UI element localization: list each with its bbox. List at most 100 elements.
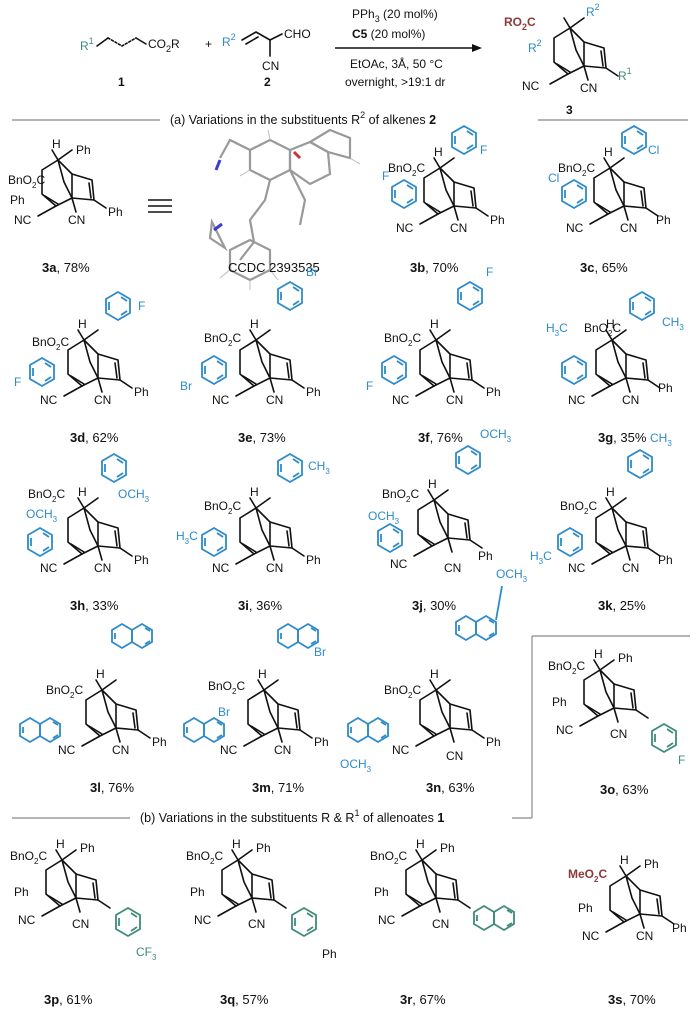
- svg-text:BnO2C: BnO2C: [384, 683, 421, 700]
- svg-text:CN: CN: [636, 929, 653, 943]
- svg-text:H: H: [250, 485, 259, 499]
- svg-text:Ph: Ph: [256, 841, 271, 855]
- svg-text:Ph: Ph: [656, 213, 671, 227]
- svg-text:BnO2C: BnO2C: [204, 331, 241, 348]
- svg-text:H: H: [606, 317, 615, 331]
- crystal-structure-image: [208, 128, 361, 290]
- svg-text:Ph: Ph: [322, 947, 337, 961]
- svg-text:CN: CN: [266, 393, 283, 407]
- reaction-conditions: PPh3 (20 mol%) C5 (20 mol%) EtOAc, 3Å, 5…: [335, 7, 482, 89]
- compound-3e: Br Br BnO2C H NC CN Ph: [180, 265, 321, 407]
- svg-text:Ph: Ph: [486, 385, 501, 399]
- svg-text:F: F: [138, 299, 145, 313]
- svg-text:CN: CN: [432, 917, 449, 931]
- svg-text:F: F: [382, 169, 389, 183]
- caption-3r: 3r, 67%: [400, 992, 446, 1007]
- svg-text:Ph: Ph: [10, 193, 25, 207]
- svg-text:H: H: [232, 837, 241, 851]
- caption-3k: 3k, 25%: [598, 598, 646, 613]
- svg-text:BnO2C: BnO2C: [204, 499, 241, 516]
- svg-text:CH3: CH3: [308, 459, 330, 476]
- svg-text:overnight, >19:1 dr: overnight, >19:1 dr: [345, 75, 445, 89]
- svg-text:BnO2C: BnO2C: [388, 161, 425, 178]
- svg-text:F: F: [366, 379, 373, 393]
- svg-text:H: H: [250, 317, 259, 331]
- svg-text:OCH3: OCH3: [480, 427, 512, 444]
- svg-text:NC: NC: [582, 929, 600, 943]
- svg-text:CN: CN: [622, 561, 639, 575]
- compound-3p: CF3 BnO2C Ph H Ph NC CN: [10, 837, 157, 962]
- svg-text:CO2R: CO2R: [148, 37, 180, 54]
- svg-text:MeO2C: MeO2C: [568, 867, 607, 884]
- svg-text:H3C: H3C: [546, 321, 568, 338]
- svg-text:NC: NC: [568, 393, 586, 407]
- compound-3q: Ph BnO2C Ph H Ph NC CN: [186, 837, 337, 961]
- svg-text:F: F: [678, 753, 685, 767]
- svg-text:Br: Br: [314, 645, 326, 659]
- reaction-scheme: R1 CO2R 1 + R2 CHO CN 2 PPh3 (20 mol%) C…: [80, 2, 632, 117]
- svg-text:(a) Variations in the substitu: (a) Variations in the substituents R2 of…: [170, 110, 436, 127]
- svg-text:CF3: CF3: [136, 945, 157, 962]
- svg-text:CN: CN: [274, 743, 291, 757]
- svg-text:H: H: [606, 485, 615, 499]
- svg-text:H: H: [430, 317, 439, 331]
- compound-3k: CH3 H3C BnO2C H NC CN Ph: [530, 431, 673, 575]
- svg-text:Ph: Ph: [14, 885, 29, 899]
- svg-text:Ph: Ph: [374, 885, 389, 899]
- svg-text:BnO2C: BnO2C: [208, 679, 245, 696]
- svg-text:H: H: [52, 137, 61, 151]
- svg-text:BnO2C: BnO2C: [560, 499, 597, 516]
- svg-text:BnO2C: BnO2C: [384, 331, 421, 348]
- svg-text:NC: NC: [194, 913, 212, 927]
- caption-3e: 3e, 73%: [238, 430, 286, 445]
- svg-text:Ph: Ph: [306, 385, 321, 399]
- caption-3o: 3o, 63%: [600, 782, 649, 797]
- svg-text:H: H: [56, 837, 65, 851]
- svg-text:CN: CN: [444, 561, 461, 575]
- compound-3n: OCH3 OCH3 BnO2C H NC CN Ph: [340, 567, 528, 774]
- caption-3s: 3s, 70%: [608, 992, 656, 1007]
- compound-3m: Br Br BnO2C H NC CN Ph: [183, 623, 329, 757]
- svg-text:Ph: Ph: [152, 735, 167, 749]
- compound-3l: BnO2C H NC CN Ph: [19, 623, 167, 757]
- svg-text:F: F: [480, 143, 487, 157]
- allenoate-1: R1 CO2R 1: [80, 36, 180, 89]
- svg-text:Br: Br: [180, 379, 192, 393]
- svg-text:NC: NC: [392, 393, 410, 407]
- section-b-header: (b) Variations in the substituents R & R…: [12, 808, 533, 825]
- svg-text:Ph: Ph: [134, 553, 149, 567]
- compound-3j: OCH3 OCH3 BnO2C H NC CN Ph: [368, 427, 512, 575]
- svg-text:OCH3: OCH3: [26, 507, 58, 524]
- svg-text:H: H: [594, 647, 603, 661]
- svg-text:NC: NC: [40, 561, 58, 575]
- svg-text:BnO2C: BnO2C: [46, 683, 83, 700]
- compound-3i: CH3 H3C BnO2C H NC CN Ph: [176, 453, 330, 575]
- svg-text:BnO2C: BnO2C: [584, 321, 621, 338]
- compound-3g: CH3 H3C BnO2C H NC CN Ph: [546, 291, 684, 407]
- section-b-bracket: [531, 635, 690, 808]
- svg-text:Ph: Ph: [658, 553, 673, 567]
- caption-3a: 3a, 78%: [42, 260, 90, 275]
- svg-text:Ph: Ph: [578, 901, 593, 915]
- svg-text:OCH3: OCH3: [340, 757, 372, 774]
- svg-text:Ph: Ph: [306, 553, 321, 567]
- svg-text:H3C: H3C: [530, 549, 552, 566]
- svg-text:R2: R2: [222, 32, 236, 49]
- svg-text:CN: CN: [620, 221, 637, 235]
- svg-text:NC: NC: [390, 557, 408, 571]
- product-3: RO2C R2 R2 R1 NC CN 3: [504, 2, 632, 117]
- svg-text:F: F: [486, 265, 493, 279]
- svg-text:H: H: [96, 667, 105, 681]
- svg-text:Ph: Ph: [134, 385, 149, 399]
- svg-text:Ph: Ph: [618, 651, 633, 665]
- svg-text:BnO2C: BnO2C: [558, 161, 595, 178]
- svg-text:OCH3: OCH3: [496, 567, 528, 584]
- svg-text:C5 (20 mol%): C5 (20 mol%): [352, 27, 425, 41]
- svg-text:(b) Variations in the substitu: (b) Variations in the substituents R & R…: [140, 808, 444, 825]
- svg-text:CN: CN: [266, 561, 283, 575]
- svg-text:CN: CN: [72, 917, 89, 931]
- caption-3b: 3b, 70%: [410, 260, 459, 275]
- svg-text:CH3: CH3: [650, 431, 672, 448]
- svg-text:RO2C: RO2C: [504, 15, 536, 32]
